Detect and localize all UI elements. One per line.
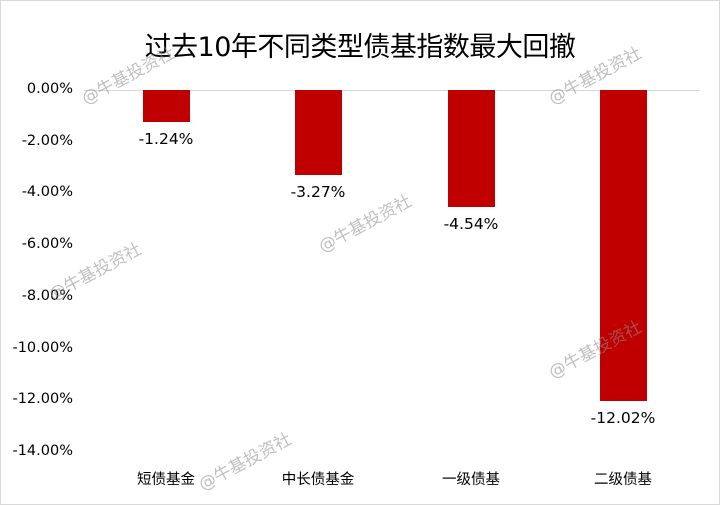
bar bbox=[447, 90, 495, 208]
x-tick-label: 二级债基 bbox=[594, 472, 652, 488]
bar bbox=[294, 90, 342, 175]
y-tick-label: -2.00% bbox=[21, 132, 73, 149]
y-tick-label: -14.00% bbox=[12, 443, 73, 459]
x-tick-label: 一级债基 bbox=[442, 472, 500, 488]
data-label: -3.27% bbox=[290, 182, 346, 201]
x-tick-label: 短债基金 bbox=[137, 472, 195, 488]
y-tick-label: -6.00% bbox=[21, 236, 73, 253]
x-tick-label: 中长债基金 bbox=[281, 472, 355, 488]
chart-title: 过去10年不同类型债基指数最大回撤 bbox=[144, 32, 576, 63]
y-tick-label: -4.00% bbox=[21, 184, 73, 201]
data-label: -12.02% bbox=[590, 408, 656, 427]
y-tick-label: -12.00% bbox=[12, 391, 73, 408]
data-label: -1.24% bbox=[138, 130, 194, 149]
data-label: -4.54% bbox=[443, 215, 499, 234]
y-tick-label: 0.00% bbox=[26, 81, 73, 97]
y-tick-label: -10.00% bbox=[12, 339, 73, 356]
y-tick-label: -8.00% bbox=[21, 287, 73, 304]
bar bbox=[599, 90, 647, 401]
bar bbox=[142, 90, 190, 123]
zero-axis-line bbox=[84, 90, 700, 91]
